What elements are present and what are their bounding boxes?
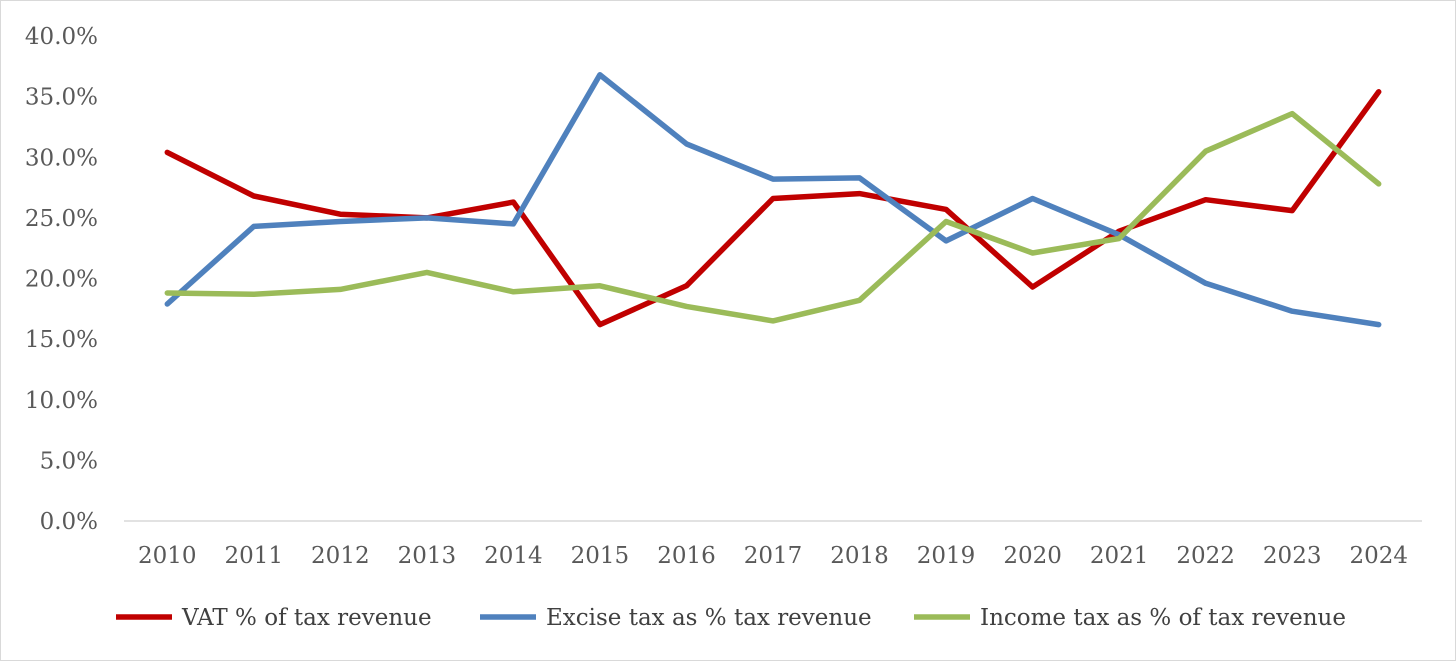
x-tick-label: 2012 [311, 543, 370, 569]
x-tick-label: 2024 [1349, 543, 1408, 569]
legend-label: Excise tax as % tax revenue [546, 605, 872, 631]
data-point [1290, 309, 1295, 314]
data-point [684, 304, 689, 309]
data-point [1203, 281, 1208, 286]
data-point [597, 72, 602, 77]
data-point [1290, 111, 1295, 116]
data-point [944, 207, 949, 212]
series-line [164, 72, 1382, 328]
data-point [1290, 208, 1295, 213]
data-point [771, 196, 776, 201]
plot-area [164, 72, 1382, 328]
data-point [165, 150, 170, 155]
x-tick-label: 2019 [917, 543, 976, 569]
data-point [338, 219, 343, 224]
x-tick-label: 2016 [657, 543, 716, 569]
x-tick-label: 2013 [398, 543, 457, 569]
series-group [164, 89, 1382, 328]
data-point [771, 318, 776, 323]
y-tick-label: 0.0% [40, 509, 98, 535]
data-point [857, 175, 862, 180]
data-point [1117, 236, 1122, 241]
data-point [424, 215, 429, 220]
y-tick-label: 30.0% [25, 145, 98, 171]
legend-item: Income tax as % of tax revenue [914, 605, 1346, 631]
data-point [424, 270, 429, 275]
y-tick-label: 40.0% [25, 24, 98, 50]
y-tick-label: 35.0% [25, 85, 98, 111]
data-point [1030, 196, 1035, 201]
data-point [1376, 181, 1381, 186]
x-tick-label: 2022 [1176, 543, 1235, 569]
data-point [251, 194, 256, 199]
data-point [857, 191, 862, 196]
data-point [597, 322, 602, 327]
y-tick-label: 5.0% [40, 448, 98, 474]
y-tick-label: 10.0% [25, 388, 98, 414]
data-point [857, 298, 862, 303]
data-point [684, 283, 689, 288]
data-point [251, 292, 256, 297]
series-group [164, 110, 1382, 324]
legend-item: Excise tax as % tax revenue [480, 605, 872, 631]
data-point [944, 219, 949, 224]
x-tick-label: 2021 [1090, 543, 1149, 569]
y-axis: 0.0% 5.0% 10.0% 15.0% 20.0% 25.0% 30.0% 35.0% 40… [25, 24, 98, 535]
data-point [771, 177, 776, 182]
data-point [165, 301, 170, 306]
series-group [164, 72, 1382, 328]
data-point [165, 291, 170, 296]
x-tick-label: 2011 [225, 543, 284, 569]
data-point [338, 287, 343, 292]
data-point [1376, 89, 1381, 94]
y-tick-label: 15.0% [25, 327, 98, 353]
x-tick-label: 2018 [830, 543, 889, 569]
data-point [1030, 284, 1035, 289]
x-tick-label: 2015 [571, 543, 630, 569]
x-tick-label: 2010 [138, 543, 197, 569]
data-point [1376, 322, 1381, 327]
series-line [164, 89, 1382, 328]
legend-item: VAT % of tax revenue [116, 605, 432, 631]
data-point [511, 289, 516, 294]
data-point [511, 221, 516, 226]
data-point [338, 212, 343, 217]
legend: VAT % of tax revenue Excise tax as % tax … [116, 605, 1346, 631]
x-tick-label: 2017 [744, 543, 803, 569]
data-point [1203, 149, 1208, 154]
data-point [944, 238, 949, 243]
data-point [1203, 197, 1208, 202]
y-tick-label: 25.0% [25, 206, 98, 232]
data-point [511, 200, 516, 205]
data-point [1030, 251, 1035, 256]
series-line [164, 110, 1382, 324]
data-point [251, 224, 256, 229]
x-tick-label: 2014 [484, 543, 543, 569]
data-point [684, 141, 689, 146]
x-tick-label: 2020 [1003, 543, 1062, 569]
data-point [597, 283, 602, 288]
legend-label: Income tax as % of tax revenue [980, 605, 1346, 631]
x-tick-label: 2023 [1263, 543, 1322, 569]
y-tick-label: 20.0% [25, 267, 98, 293]
legend-label: VAT % of tax revenue [181, 605, 432, 631]
x-axis: 2010 2011 2012 2013 2014 2015 2016 2017 2018 2019… [138, 543, 1408, 569]
